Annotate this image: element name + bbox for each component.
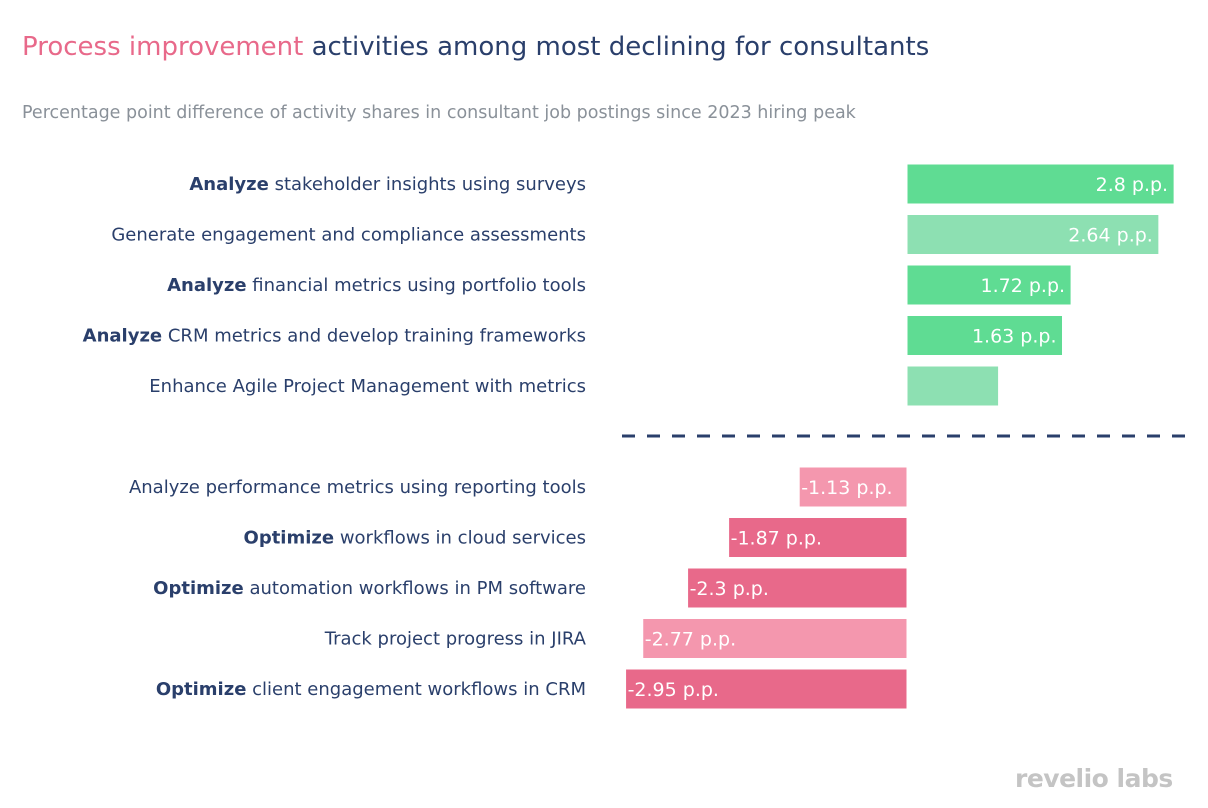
revelio-labs-logo: revelio labs	[1015, 764, 1173, 793]
category-label: Enhance Agile Project Management with me…	[149, 376, 586, 397]
category-label: Generate engagement and compliance asses…	[111, 225, 586, 246]
bar	[625, 668, 908, 710]
category-label: Analyze financial metrics using portfoli…	[167, 275, 586, 296]
data-label: 1.72 p.p.	[981, 275, 1066, 297]
data-label: -2.95 p.p.	[628, 679, 719, 701]
data-label: -1.87 p.p.	[731, 528, 822, 550]
data-label: 2.8 p.p.	[1096, 174, 1168, 196]
chart-subtitle: Percentage point difference of activity …	[22, 103, 856, 123]
bar	[728, 517, 908, 558]
data-label: 2.64 p.p.	[1068, 225, 1153, 247]
chart-title: Process improvement activities among mos…	[22, 32, 929, 62]
bar	[798, 466, 908, 508]
bar	[906, 264, 1072, 306]
bar	[906, 163, 1175, 205]
data-label: -2.77 p.p.	[645, 629, 736, 651]
bar	[687, 567, 908, 609]
category-label: Analyze CRM metrics and develop training…	[83, 326, 586, 347]
data-label: 1.63 p.p.	[972, 326, 1057, 348]
category-label: Analyze performance metrics using report…	[129, 477, 586, 498]
category-label: Optimize workflows in cloud services	[244, 528, 586, 549]
category-label: Optimize automation workflows in PM soft…	[153, 578, 586, 599]
bar	[906, 315, 1064, 356]
bar	[906, 214, 1160, 255]
data-label: -2.3 p.p.	[690, 578, 769, 600]
category-label: Optimize client engagement workflows in …	[156, 679, 586, 700]
bar	[642, 618, 908, 659]
data-label: -1.13 p.p.	[801, 477, 892, 499]
bar	[906, 365, 1000, 407]
chart-title-rest: activities among most declining for cons…	[303, 32, 930, 62]
category-label: Analyze stakeholder insights using surve…	[189, 174, 586, 195]
chart-title-highlight: Process improvement	[22, 32, 304, 62]
category-label: Track project progress in JIRA	[324, 629, 587, 650]
